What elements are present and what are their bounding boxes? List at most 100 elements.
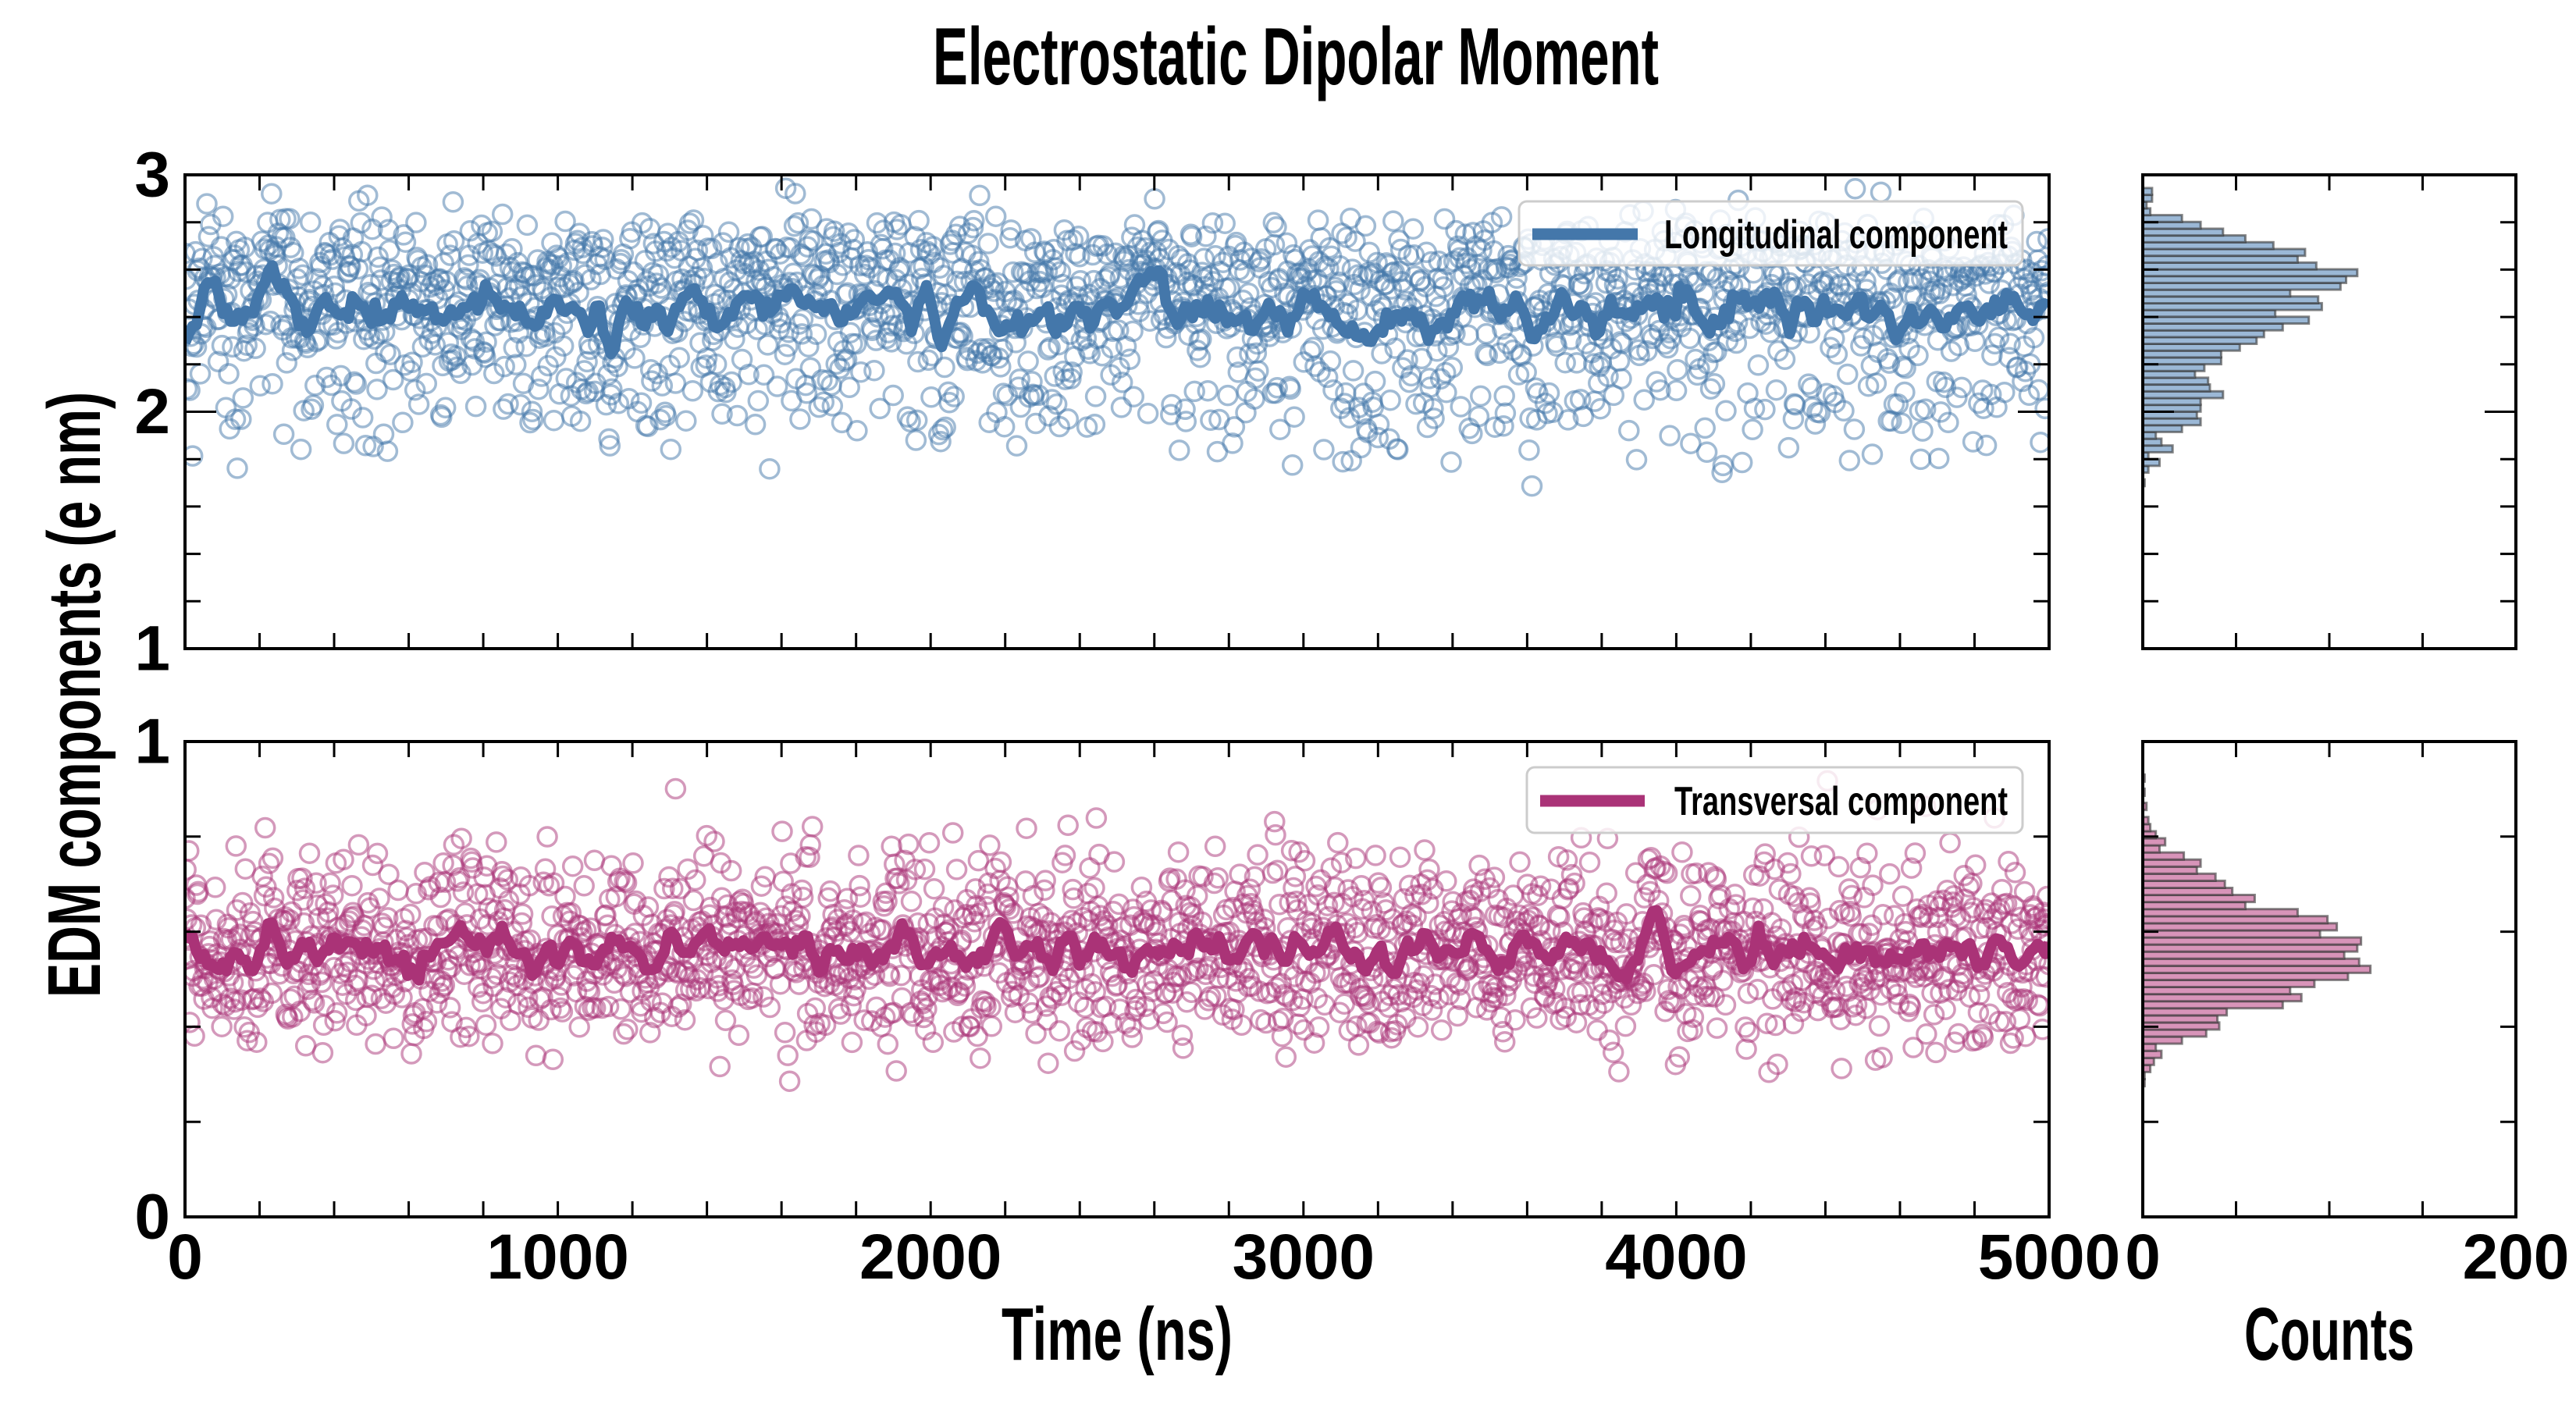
scatter-point <box>543 409 565 432</box>
scatter-point <box>1543 977 1566 1000</box>
scatter-point <box>715 381 737 404</box>
scatter-point <box>185 1012 201 1033</box>
scatter-point <box>905 429 927 451</box>
scatter-point <box>1139 310 1161 333</box>
scatter-point <box>1725 332 1748 354</box>
scatter-point <box>2002 1027 2024 1049</box>
scatter-point <box>1354 215 1377 237</box>
scatter-point <box>1192 866 1214 887</box>
scatter-point <box>1927 447 1950 470</box>
scatter-point <box>1332 450 1354 473</box>
scatter-point <box>1567 961 1589 984</box>
scatter-point <box>1137 403 1159 425</box>
scatter-point <box>261 183 283 205</box>
scatter-point <box>1146 921 1168 944</box>
scatter-point <box>1841 884 1863 907</box>
scatter-point <box>378 863 400 885</box>
scatter-point <box>1493 906 1515 929</box>
scatter-point <box>253 884 276 907</box>
scatter-point <box>946 270 968 293</box>
scatter-point <box>1122 320 1144 343</box>
scatter-point <box>1169 439 1190 461</box>
scatter-point <box>1496 333 1518 355</box>
scatter-point <box>769 243 792 265</box>
scatter-point <box>613 1023 635 1045</box>
scatter-point <box>1855 270 1877 292</box>
scatter-point <box>1247 360 1269 382</box>
scatter-point <box>1754 843 1776 865</box>
scatter-point <box>866 212 888 234</box>
scatter-point <box>1796 272 1819 295</box>
scatter-point <box>392 411 414 434</box>
scatter-point <box>1840 905 1862 927</box>
scatter-point <box>1738 1021 1760 1044</box>
scatter-point <box>1569 389 1592 411</box>
scatter-point <box>1988 1010 2010 1033</box>
y-axis-label: EDM components (e nm) <box>33 392 116 998</box>
scatter-point <box>1235 401 1257 424</box>
scatter-point <box>591 237 614 258</box>
scatter-point <box>799 834 821 856</box>
scatter-point <box>1695 441 1718 464</box>
scatter-point <box>1300 340 1322 362</box>
axes-frame <box>183 173 2051 650</box>
scatter-point <box>1328 271 1350 293</box>
scatter-point <box>545 346 567 368</box>
scatter-point <box>791 879 813 902</box>
scatter-point <box>984 857 1006 880</box>
scatter-point <box>247 971 270 994</box>
scatter-point <box>724 328 745 350</box>
scatter-point <box>1589 397 1611 420</box>
scatter-point <box>247 996 269 1019</box>
scatter-point <box>714 1009 737 1032</box>
scatter-point <box>1557 409 1579 431</box>
scatter-point <box>1895 357 1916 379</box>
scatter-point <box>1663 991 1685 1014</box>
scatter-point <box>1844 178 1866 200</box>
scatter-point <box>224 408 247 430</box>
scatter-point <box>370 987 393 1010</box>
scatter-point <box>787 914 809 936</box>
scatter-point <box>1327 831 1349 854</box>
scatter-point <box>2031 1019 2049 1040</box>
scatter-point <box>705 353 728 375</box>
scatter-point <box>1656 862 1678 884</box>
scatter-point <box>1738 317 1761 340</box>
scatter-point <box>1123 386 1145 407</box>
scatter-point <box>1843 418 1866 440</box>
scatter-point <box>869 397 891 420</box>
scatter-point <box>968 902 991 925</box>
scatter-point <box>1368 872 1389 894</box>
scatter-point <box>230 408 252 430</box>
scatter-point <box>1978 272 2001 294</box>
scatter-point <box>1418 859 1440 880</box>
scatter-point <box>1002 261 1024 283</box>
scatter-point <box>845 333 867 355</box>
scatter-point <box>347 834 370 856</box>
scatter-point <box>1886 271 1908 293</box>
scatter-point <box>1706 340 1727 363</box>
scatter-point <box>1872 904 1895 926</box>
scatter-point <box>1833 400 1855 422</box>
scatter-point <box>1207 867 1229 889</box>
scatter-point <box>1156 1011 1178 1033</box>
scatter-point <box>229 923 251 945</box>
scatter-point <box>1946 386 1968 408</box>
scatter-point <box>660 438 682 461</box>
scatter-point <box>1426 340 1448 362</box>
scatter-point <box>573 875 595 897</box>
scatter-point <box>255 876 277 898</box>
scatter-point <box>311 1041 334 1064</box>
scatter-point <box>607 393 630 414</box>
scatter-point <box>759 996 781 1019</box>
scatter-point <box>700 237 723 260</box>
scatter-point <box>534 325 557 347</box>
scatter-point <box>1281 454 1304 476</box>
scatter-point <box>1518 439 1540 461</box>
scatter-point <box>493 355 515 378</box>
scatter-point <box>941 822 964 844</box>
scatter-point <box>196 193 218 215</box>
scatter-point <box>272 423 295 446</box>
scatter-point <box>563 270 585 292</box>
scatter-point <box>828 241 850 264</box>
